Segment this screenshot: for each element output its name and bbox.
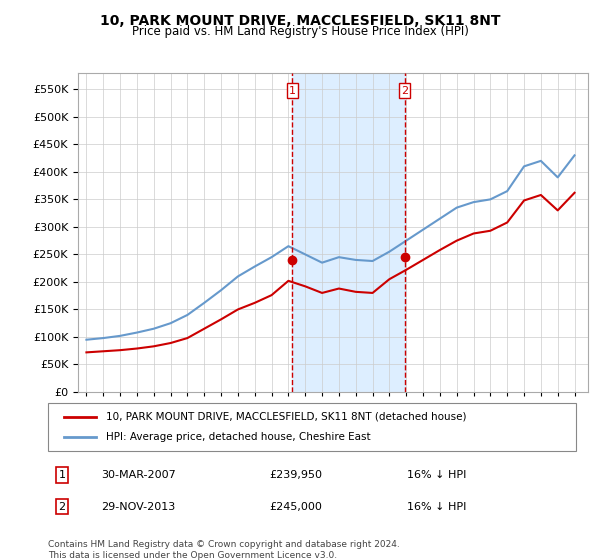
Text: 10, PARK MOUNT DRIVE, MACCLESFIELD, SK11 8NT (detached house): 10, PARK MOUNT DRIVE, MACCLESFIELD, SK11… bbox=[106, 412, 467, 422]
Text: 1: 1 bbox=[59, 470, 65, 480]
Text: 1: 1 bbox=[289, 86, 296, 96]
Text: 30-MAR-2007: 30-MAR-2007 bbox=[101, 470, 176, 480]
FancyBboxPatch shape bbox=[48, 403, 576, 451]
Text: £239,950: £239,950 bbox=[270, 470, 323, 480]
Text: Contains HM Land Registry data © Crown copyright and database right 2024.
This d: Contains HM Land Registry data © Crown c… bbox=[48, 540, 400, 560]
Text: 16% ↓ HPI: 16% ↓ HPI bbox=[407, 470, 466, 480]
Bar bbox=[292, 73, 404, 392]
Text: HPI: Average price, detached house, Cheshire East: HPI: Average price, detached house, Ches… bbox=[106, 432, 371, 442]
Text: £245,000: £245,000 bbox=[270, 502, 323, 511]
Text: 2: 2 bbox=[59, 502, 65, 511]
Text: 16% ↓ HPI: 16% ↓ HPI bbox=[407, 502, 466, 511]
Text: 29-NOV-2013: 29-NOV-2013 bbox=[101, 502, 175, 511]
Text: 2: 2 bbox=[401, 86, 408, 96]
Text: Price paid vs. HM Land Registry's House Price Index (HPI): Price paid vs. HM Land Registry's House … bbox=[131, 25, 469, 38]
Text: 10, PARK MOUNT DRIVE, MACCLESFIELD, SK11 8NT: 10, PARK MOUNT DRIVE, MACCLESFIELD, SK11… bbox=[100, 14, 500, 28]
